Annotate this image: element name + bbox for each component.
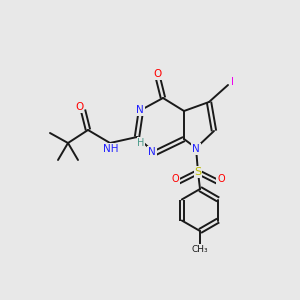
Text: NH: NH xyxy=(103,144,119,154)
Text: I: I xyxy=(230,77,233,87)
Text: N: N xyxy=(136,105,144,115)
Text: O: O xyxy=(171,174,179,184)
Text: O: O xyxy=(75,102,83,112)
Text: H: H xyxy=(137,138,145,148)
Text: CH₃: CH₃ xyxy=(192,244,208,253)
Text: S: S xyxy=(194,167,202,177)
Text: O: O xyxy=(153,69,161,79)
Text: O: O xyxy=(217,174,225,184)
Text: N: N xyxy=(192,144,200,154)
Text: N: N xyxy=(148,147,156,157)
